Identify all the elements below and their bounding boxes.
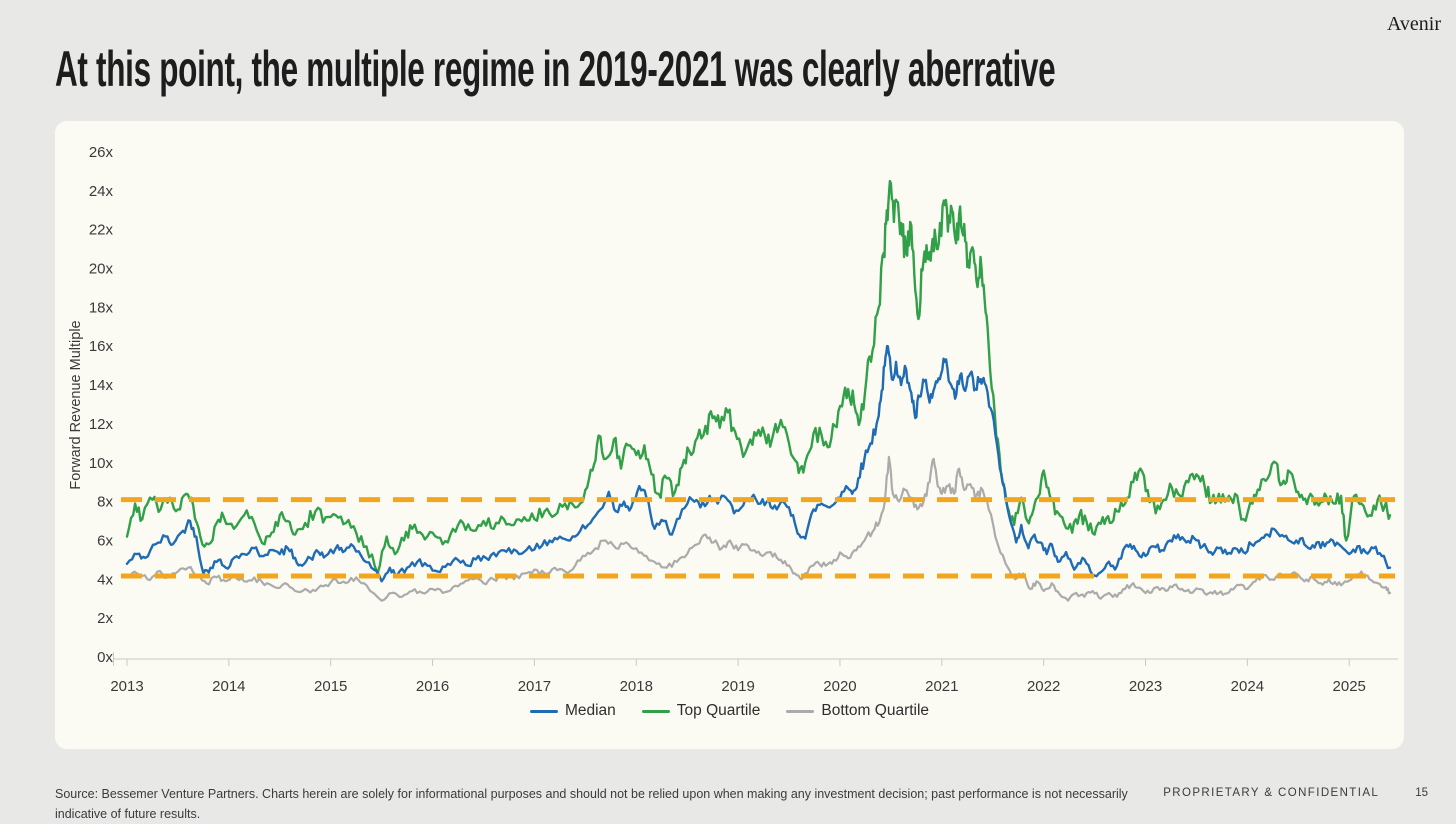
x-tick-label: 2023 bbox=[1129, 678, 1162, 695]
y-tick-label: 26x bbox=[89, 144, 114, 161]
page-title: At this point, the multiple regime in 20… bbox=[55, 41, 1056, 97]
page-number: 15 bbox=[1415, 787, 1428, 799]
y-tick-label: 24x bbox=[89, 183, 114, 200]
legend-label: Top Quartile bbox=[676, 702, 761, 719]
x-tick-label: 2013 bbox=[110, 678, 143, 695]
y-tick-label: 4x bbox=[97, 571, 113, 588]
x-tick-label: 2015 bbox=[314, 678, 347, 695]
legend-label: Median bbox=[564, 702, 616, 719]
chart-legend: Median Top Quartile Bottom Quartile bbox=[55, 702, 1404, 720]
y-tick-label: 8x bbox=[97, 494, 113, 511]
chart-svg: Forward Revenue Multiple 2013 2014 2015 201… bbox=[68, 144, 1398, 695]
y-tick-label: 14x bbox=[89, 377, 114, 394]
x-tick-label: 2021 bbox=[925, 678, 958, 695]
y-tick-label: 10x bbox=[89, 455, 114, 472]
y-tick-label: 6x bbox=[97, 532, 113, 549]
legend-item-median: Median bbox=[529, 702, 616, 720]
y-tick-label: 18x bbox=[89, 299, 114, 316]
legend-item-top-quartile: Top Quartile bbox=[641, 702, 761, 720]
series-line-bottom-quartile bbox=[125, 455, 1392, 602]
x-tick-label: 2025 bbox=[1333, 678, 1366, 695]
x-tick-label: 2018 bbox=[620, 678, 653, 695]
x-tick-label: 2020 bbox=[823, 678, 856, 695]
x-tick-label: 2016 bbox=[416, 678, 449, 695]
y-tick-label: 2x bbox=[97, 610, 113, 627]
series-line-median bbox=[125, 344, 1392, 583]
x-tick-label: 2019 bbox=[721, 678, 754, 695]
legend-item-bottom-quartile: Bottom Quartile bbox=[786, 702, 929, 720]
y-tick-label: 20x bbox=[89, 261, 114, 278]
confidential-label: PROPRIETARY & CONFIDENTIAL bbox=[1163, 787, 1380, 799]
footer: Source: Bessemer Venture Partners. Chart… bbox=[55, 784, 1428, 824]
source-text: Source: Bessemer Venture Partners. Chart… bbox=[55, 787, 1128, 821]
x-tick-label: 2017 bbox=[518, 678, 551, 695]
y-tick-label: 16x bbox=[89, 338, 114, 355]
y-tick-label: 0x bbox=[97, 649, 113, 666]
legend-swatch bbox=[786, 709, 815, 713]
legend-label: Bottom Quartile bbox=[821, 702, 930, 719]
series-layer bbox=[125, 179, 1392, 602]
x-tick-label: 2014 bbox=[212, 678, 245, 695]
chart-card: Forward Revenue Multiple 2013 2014 2015 201… bbox=[55, 121, 1404, 749]
x-tick-label: 2024 bbox=[1231, 678, 1264, 695]
y-tick-label: 12x bbox=[89, 416, 114, 433]
legend-swatch bbox=[529, 709, 558, 713]
y-axis-title: Forward Revenue Multiple bbox=[68, 320, 84, 489]
legend-swatch bbox=[641, 709, 670, 713]
series-line-top-quartile bbox=[125, 179, 1392, 575]
company-logo: Avenir bbox=[1386, 13, 1441, 35]
x-tick-label: 2022 bbox=[1027, 678, 1060, 695]
axes-layer: 2013 2014 2015 2016 2017 2018 2019 2020 2021 2022… bbox=[89, 144, 1398, 695]
y-tick-label: 22x bbox=[89, 222, 114, 239]
reference-lines-layer bbox=[121, 497, 1395, 579]
